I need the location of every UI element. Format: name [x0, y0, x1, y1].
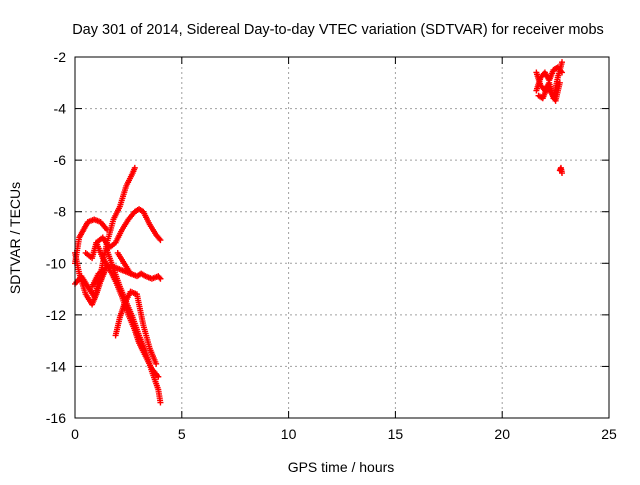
y-tick-label: -8: [54, 204, 67, 220]
data-point: [127, 270, 134, 277]
data-point: [153, 360, 160, 367]
data-point: [157, 275, 164, 282]
data-point: [157, 237, 164, 244]
x-tick-label: 25: [601, 426, 617, 442]
series-track-k: [533, 64, 566, 94]
y-tick-label: -16: [46, 410, 66, 426]
x-tick-label: 20: [494, 426, 510, 442]
chart-title: Day 301 of 2014, Sidereal Day-to-day VTE…: [72, 22, 604, 38]
y-tick-label: -12: [46, 307, 66, 323]
data-point: [131, 164, 138, 171]
data-point: [559, 69, 566, 76]
series-track-b: [72, 216, 111, 267]
y-tick-label: -10: [46, 255, 66, 271]
y-tick-label: -14: [46, 358, 66, 374]
y-tick-label: -2: [54, 49, 67, 65]
data-point: [104, 226, 111, 233]
data-point: [156, 274, 163, 281]
series-track-i: [89, 262, 134, 290]
x-tick-label: 0: [71, 426, 79, 442]
series-track-g: [114, 249, 164, 282]
data-point: [156, 235, 163, 242]
series-track-d: [82, 206, 164, 262]
series-track-c: [72, 249, 108, 308]
data-point: [556, 79, 563, 86]
x-tick-label: 15: [388, 426, 404, 442]
plot-frame: [74, 56, 610, 419]
x-tick-label: 5: [178, 426, 186, 442]
axis-ticks: 0 5 10 15 20 25 -16 -14 -12 -10 -8 -6 -4 -2: [46, 49, 617, 442]
data-point: [559, 59, 566, 66]
data-point: [155, 373, 162, 380]
series-track-m: [556, 164, 566, 177]
y-axis-label: SDTVAR / TECUs: [7, 182, 23, 294]
series-track-l: [535, 79, 563, 104]
y-tick-label: -6: [54, 152, 67, 168]
data-point: [557, 68, 564, 75]
data-point: [157, 399, 164, 406]
data-point: [559, 170, 566, 177]
y-tick-label: -4: [54, 101, 67, 117]
x-tick-label: 10: [281, 426, 297, 442]
series-track-h: [112, 288, 160, 367]
data-points: [72, 59, 566, 406]
x-axis-label: GPS time / hours: [288, 459, 395, 475]
grid: [75, 57, 609, 418]
